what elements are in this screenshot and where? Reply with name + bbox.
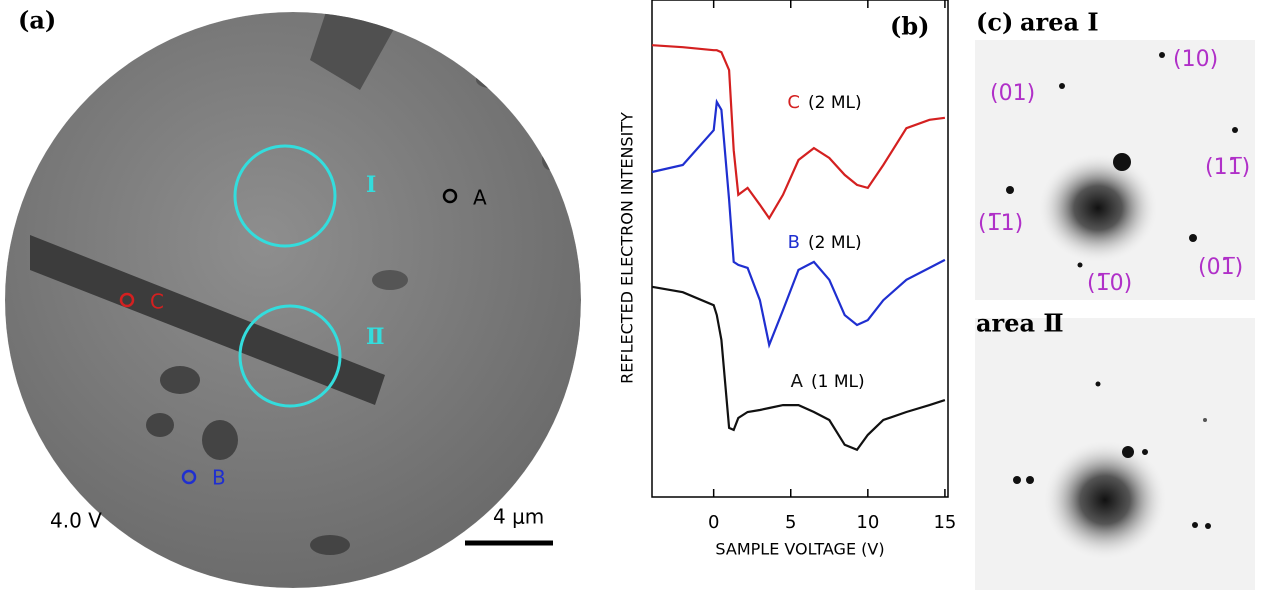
point-marker: [442, 188, 458, 204]
series-label: A: [791, 371, 804, 392]
area-label: Ⅱ: [366, 324, 385, 350]
series-line: [651, 44, 946, 221]
area-label: Ⅰ: [366, 172, 376, 198]
scale-label: 4 μm: [493, 505, 544, 529]
series-line: [651, 98, 946, 349]
area-title: area Ⅰ: [1020, 8, 1099, 37]
area-circle: [238, 304, 342, 408]
series-coverage: (2 ML): [808, 233, 862, 253]
area-title: area Ⅱ: [976, 309, 1064, 338]
spot-label: (10): [1173, 47, 1218, 72]
y-axis-label: REFLECTED ELECTRON INTENSITY: [618, 112, 637, 384]
x-tick-label: 5: [785, 512, 796, 533]
spot-label: (11̅): [1205, 155, 1250, 180]
series-label: B: [788, 232, 800, 253]
x-tick-label: 10: [856, 512, 879, 533]
point-marker: [119, 292, 135, 308]
series-line: [651, 285, 946, 452]
plot: [651, 0, 949, 498]
series-coverage: (1 ML): [811, 372, 865, 392]
point-label: B: [212, 466, 226, 490]
plot-frame: [651, 0, 949, 498]
panel-label: (a): [18, 6, 56, 35]
leed-image: [975, 40, 1255, 590]
leem-image: [5, 12, 581, 588]
spot-label: (1̅1): [978, 211, 1023, 236]
series-label: C: [787, 92, 800, 113]
spot-label: (01̅): [1198, 255, 1243, 280]
point-marker: [181, 469, 197, 485]
series-coverage: (2 ML): [808, 93, 862, 113]
panel-label: (b): [890, 12, 930, 41]
point-label: C: [150, 290, 164, 314]
area-circle: [233, 144, 337, 248]
point-label: A: [473, 186, 487, 210]
panel-label: (c): [976, 8, 1013, 37]
x-tick-label: 15: [933, 512, 956, 533]
spot-label: (01): [990, 81, 1035, 106]
x-tick-label: 0: [708, 512, 719, 533]
spot-label: (1̅0): [1087, 271, 1132, 296]
x-axis-label: SAMPLE VOLTAGE (V): [715, 540, 884, 559]
voltage-label: 4.0 V: [50, 509, 102, 533]
